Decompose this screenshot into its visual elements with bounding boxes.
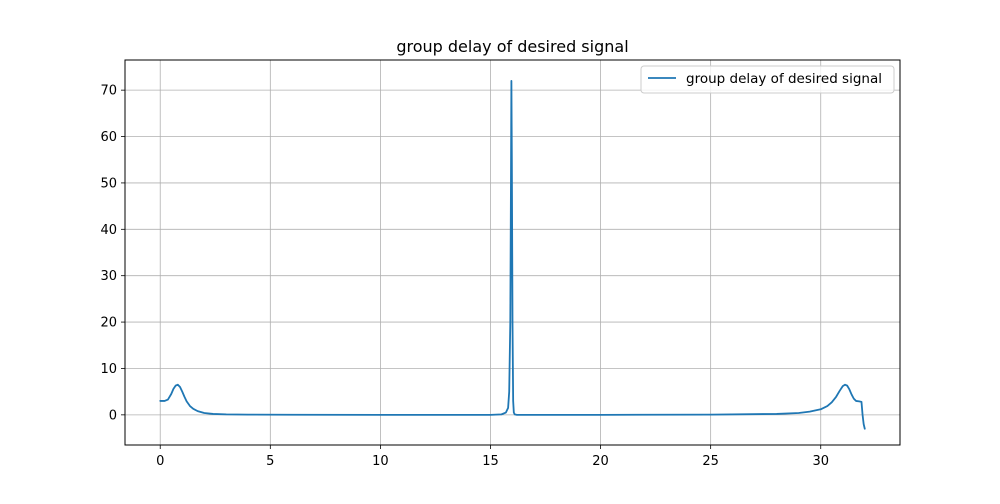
x-tick-label: 30 xyxy=(812,454,829,469)
x-tick-label: 10 xyxy=(372,454,389,469)
x-tick-label: 20 xyxy=(592,454,609,469)
y-tick-label: 40 xyxy=(100,223,117,238)
y-axis: 0 10 20 30 40 50 60 70 xyxy=(100,84,125,423)
y-tick-label: 10 xyxy=(100,362,117,377)
legend: group delay of desired signal xyxy=(640,65,895,94)
y-tick-label: 0 xyxy=(109,408,117,423)
x-tick-label: 0 xyxy=(156,454,164,469)
x-axis: 0 5 10 15 20 25 30 xyxy=(156,445,829,469)
series-layer xyxy=(159,79,866,430)
series-line xyxy=(159,79,866,430)
y-tick-label: 20 xyxy=(100,316,117,331)
chart-title: group delay of desired signal xyxy=(396,37,628,56)
legend-box xyxy=(640,65,895,94)
y-tick-label: 60 xyxy=(100,130,117,145)
legend-label: group delay of desired signal xyxy=(686,71,882,87)
plot-frame xyxy=(124,59,901,446)
x-tick-label: 15 xyxy=(482,454,499,469)
y-tick-label: 50 xyxy=(100,176,117,191)
x-tick-label: 25 xyxy=(702,454,719,469)
y-tick-label: 70 xyxy=(100,84,117,99)
x-tick-label: 5 xyxy=(266,454,274,469)
y-tick-label: 30 xyxy=(100,269,117,284)
